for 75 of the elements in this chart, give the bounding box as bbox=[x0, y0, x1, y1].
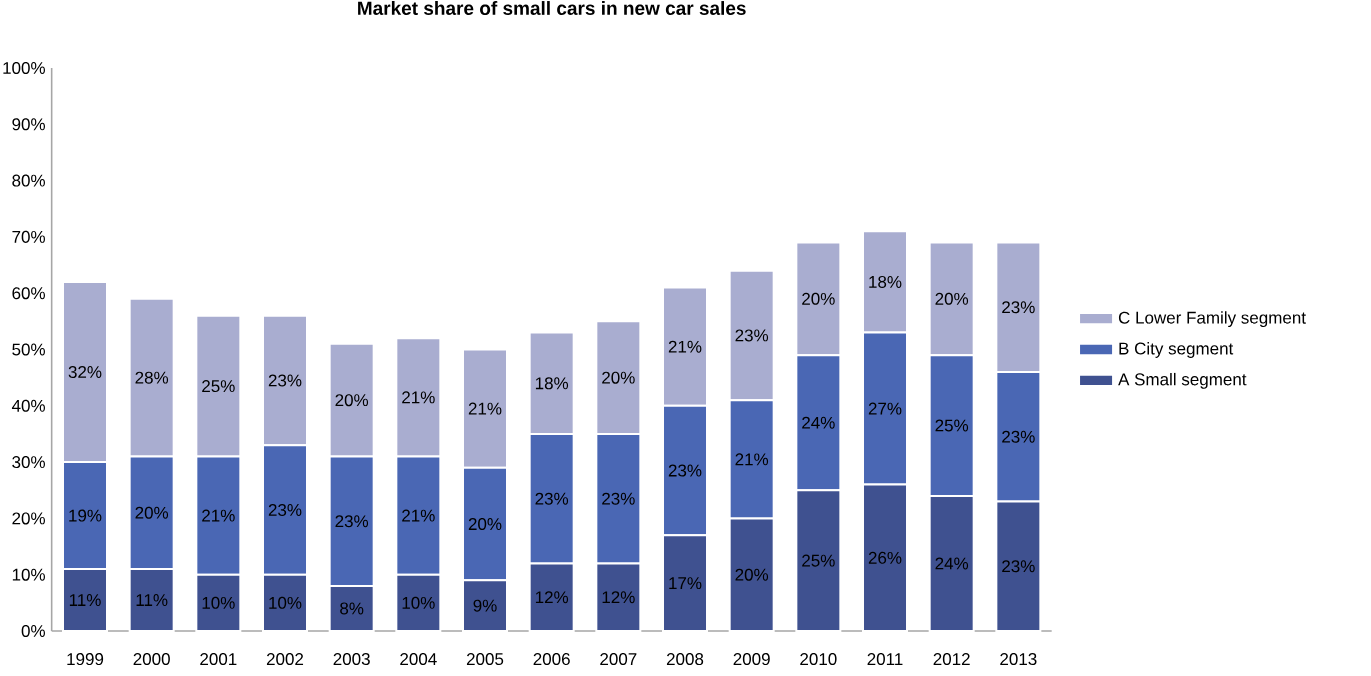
data-label: 17% bbox=[669, 577, 702, 590]
y-tick-label: 10% bbox=[12, 568, 45, 581]
data-label: 23% bbox=[735, 329, 769, 342]
x-tick-label: 2010 bbox=[800, 653, 837, 666]
data-label: 20% bbox=[135, 506, 169, 519]
data-label: 24% bbox=[935, 557, 969, 570]
legend-label: C Lower Family segment bbox=[1118, 311, 1306, 328]
y-tick-label: 40% bbox=[11, 399, 45, 412]
data-label: 18% bbox=[869, 275, 902, 288]
data-label: 19% bbox=[69, 509, 102, 522]
data-label: 23% bbox=[535, 492, 569, 505]
data-label: 21% bbox=[402, 391, 435, 404]
x-tick-label: 2001 bbox=[200, 653, 237, 666]
data-label: 23% bbox=[1002, 301, 1035, 314]
data-label: 18% bbox=[535, 377, 569, 390]
data-label: 23% bbox=[1002, 560, 1035, 573]
data-label: 32% bbox=[68, 365, 102, 379]
y-tick-label: 80% bbox=[12, 174, 45, 187]
y-tick-label: 90% bbox=[12, 118, 45, 131]
data-label: 23% bbox=[602, 492, 635, 505]
data-label: 12% bbox=[602, 591, 635, 604]
data-label: 9% bbox=[473, 599, 497, 612]
data-label: 21% bbox=[735, 453, 769, 466]
data-label: 10% bbox=[202, 596, 235, 609]
x-tick-label: 2000 bbox=[133, 653, 170, 666]
x-tick-label: 1999 bbox=[67, 653, 104, 666]
x-tick-label: 2009 bbox=[733, 653, 770, 666]
data-label: 21% bbox=[668, 340, 702, 353]
data-label: 21% bbox=[468, 402, 502, 415]
data-label: 23% bbox=[268, 374, 302, 387]
data-label: 10% bbox=[269, 596, 302, 609]
data-label: 11% bbox=[136, 594, 168, 606]
x-tick-label: 2013 bbox=[1000, 653, 1037, 666]
x-tick-label: 2004 bbox=[400, 653, 437, 666]
data-label: 26% bbox=[868, 551, 902, 564]
y-tick-label: 20% bbox=[12, 512, 45, 525]
data-label: 24% bbox=[802, 416, 835, 429]
x-tick-label: 2007 bbox=[600, 653, 637, 666]
y-tick-label: 100% bbox=[3, 61, 45, 74]
data-label: 20% bbox=[802, 292, 835, 305]
x-tick-label: 2011 bbox=[867, 653, 903, 666]
x-tick-label: 2012 bbox=[933, 653, 970, 666]
data-label: 23% bbox=[668, 464, 702, 477]
y-tick-label: 0% bbox=[21, 624, 45, 638]
data-label: 20% bbox=[468, 518, 502, 531]
data-label: 25% bbox=[935, 419, 969, 432]
x-tick-label: 2002 bbox=[266, 653, 304, 666]
x-tick-label: 2008 bbox=[666, 653, 704, 666]
data-label: 10% bbox=[402, 596, 435, 609]
data-label: 23% bbox=[335, 515, 369, 528]
data-label: 20% bbox=[935, 292, 969, 305]
data-label: 27% bbox=[868, 402, 902, 415]
data-label: 20% bbox=[602, 371, 635, 384]
data-label: 25% bbox=[802, 554, 835, 567]
y-tick-label: 50% bbox=[12, 343, 45, 356]
data-label: 21% bbox=[402, 509, 435, 522]
data-label: 25% bbox=[202, 380, 235, 393]
data-label: 20% bbox=[735, 568, 769, 581]
data-label: 21% bbox=[202, 509, 235, 522]
data-label: 20% bbox=[335, 394, 369, 407]
y-tick-label: 70% bbox=[12, 230, 45, 243]
data-label: 11% bbox=[69, 594, 101, 606]
data-label: 8% bbox=[340, 602, 364, 615]
y-tick-label: 60% bbox=[12, 287, 45, 300]
data-label: 28% bbox=[135, 371, 169, 384]
data-label: 12% bbox=[535, 591, 569, 604]
legend-label: A Small segment bbox=[1118, 372, 1247, 389]
y-tick-label: 30% bbox=[12, 456, 45, 469]
chart-title: Market share of small cars in new car sales bbox=[358, 1, 746, 16]
x-tick-label: 2006 bbox=[533, 653, 570, 666]
x-tick-label: 2005 bbox=[466, 653, 504, 666]
legend-label: B City segment bbox=[1119, 342, 1234, 358]
x-tick-label: 2003 bbox=[333, 653, 370, 666]
data-label: 23% bbox=[1002, 430, 1035, 443]
data-label: 23% bbox=[268, 503, 302, 516]
